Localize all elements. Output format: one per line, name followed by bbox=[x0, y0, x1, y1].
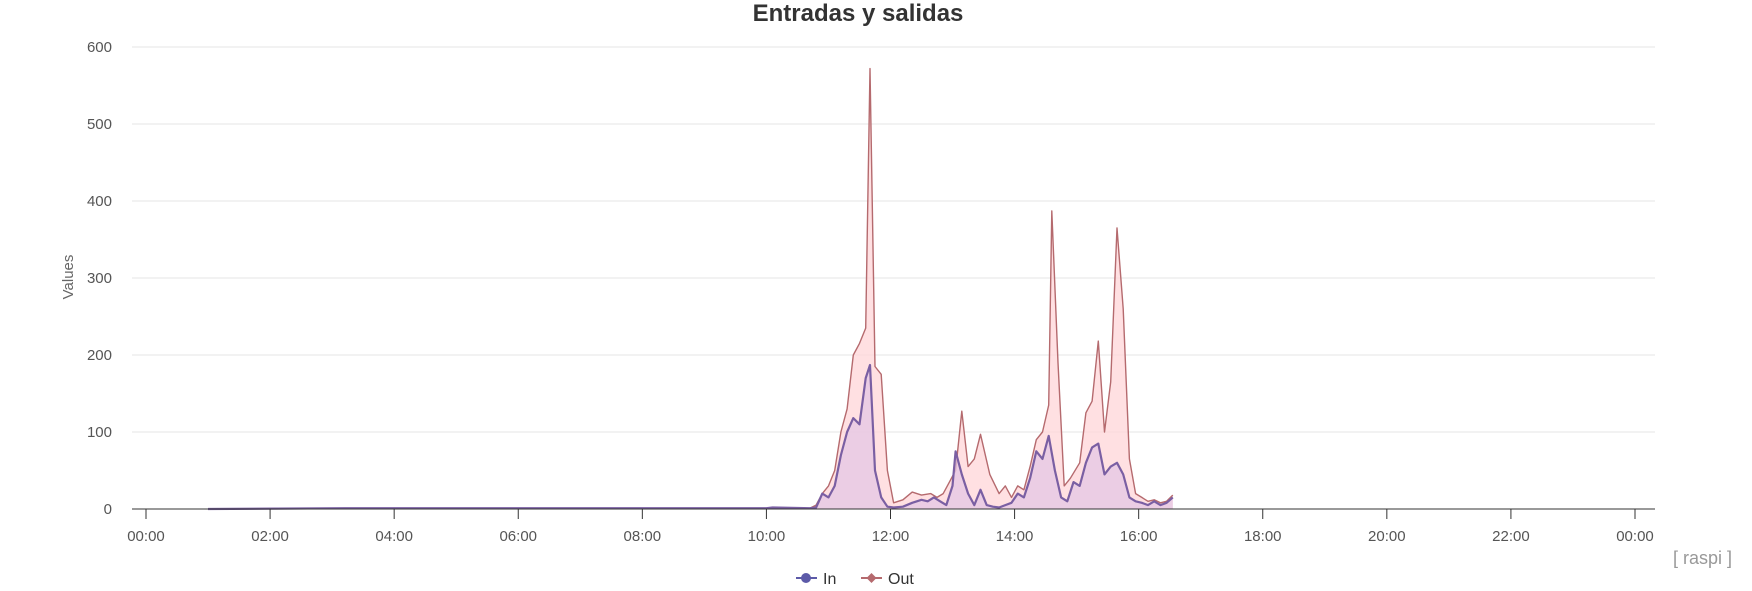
x-tick-label-0: 00:00 bbox=[127, 528, 165, 545]
x-tick-label-2: 04:00 bbox=[375, 528, 413, 545]
x-tick-label-10: 20:00 bbox=[1368, 528, 1406, 545]
chart-title: Entradas y salidas bbox=[753, 0, 964, 27]
x-axis-ticks: 00:00 02:00 04:00 06:00 08:00 10:00 12:00 14:00… bbox=[127, 509, 1654, 545]
x-tick-label-8: 16:00 bbox=[1120, 528, 1158, 545]
legend-in-marker bbox=[801, 573, 811, 583]
series-out-line bbox=[207, 67, 1174, 510]
series-in-line bbox=[207, 363, 1174, 511]
y-tick-label-200: 200 bbox=[87, 347, 112, 364]
x-tick-label-3: 06:00 bbox=[499, 528, 537, 545]
x-tick-label-1: 02:00 bbox=[251, 528, 289, 545]
y-tick-label-400: 400 bbox=[87, 193, 112, 210]
legend-in-label: In bbox=[823, 571, 836, 588]
series-out bbox=[207, 67, 1174, 510]
legend-item-in[interactable]: In bbox=[796, 571, 836, 588]
x-tick-label-5: 10:00 bbox=[748, 528, 786, 545]
x-tick-label-12: 00:00 bbox=[1616, 528, 1654, 545]
y-axis-ticks: 0 100 200 300 400 500 600 bbox=[87, 39, 112, 518]
x-tick-label-7: 14:00 bbox=[996, 528, 1034, 545]
chart-credit[interactable]: [ raspi ] bbox=[1673, 548, 1732, 568]
series-out-area bbox=[208, 68, 1173, 509]
y-tick-label-500: 500 bbox=[87, 116, 112, 133]
series-in bbox=[207, 363, 1174, 511]
y-tick-label-300: 300 bbox=[87, 270, 112, 287]
x-tick-label-11: 22:00 bbox=[1492, 528, 1530, 545]
legend-out-marker bbox=[866, 573, 877, 583]
y-axis-label: Values bbox=[60, 255, 77, 300]
series-in-area bbox=[208, 365, 1173, 509]
x-tick-label-9: 18:00 bbox=[1244, 528, 1282, 545]
y-tick-label-0: 0 bbox=[104, 501, 112, 518]
series-plot-area bbox=[207, 67, 1174, 511]
y-tick-label-100: 100 bbox=[87, 424, 112, 441]
y-gridlines bbox=[132, 46, 1655, 433]
legend-item-out[interactable]: Out bbox=[861, 571, 914, 588]
x-tick-label-6: 12:00 bbox=[872, 528, 910, 545]
x-tick-label-4: 08:00 bbox=[624, 528, 662, 545]
legend[interactable]: In Out bbox=[796, 571, 914, 588]
legend-out-label: Out bbox=[888, 571, 914, 588]
y-tick-label-600: 600 bbox=[87, 39, 112, 56]
